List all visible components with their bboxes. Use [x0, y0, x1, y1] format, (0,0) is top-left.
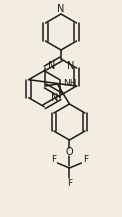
- Text: N: N: [51, 93, 58, 103]
- Text: N: N: [48, 61, 55, 71]
- Text: F: F: [83, 156, 88, 164]
- Text: O: O: [66, 147, 73, 157]
- Text: F: F: [51, 156, 56, 164]
- Text: NH: NH: [63, 79, 77, 89]
- Text: N: N: [67, 61, 74, 71]
- Text: F: F: [67, 179, 72, 187]
- Text: N: N: [57, 4, 65, 14]
